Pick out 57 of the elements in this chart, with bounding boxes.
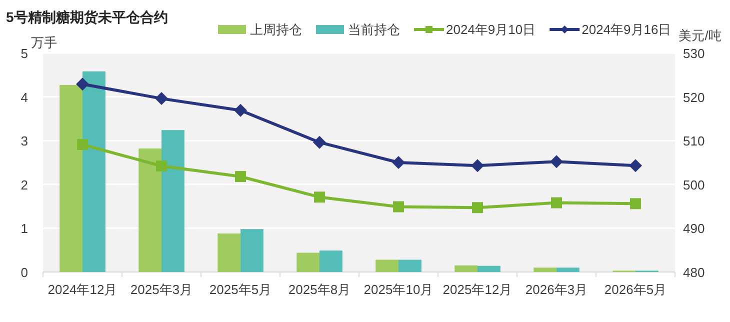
y-tick-label: 1 <box>20 221 28 236</box>
x-tick-label: 2025年10月 <box>364 282 434 297</box>
bar <box>478 266 500 272</box>
x-tick-label: 2026年3月 <box>525 282 588 297</box>
point <box>472 202 483 214</box>
bar <box>376 260 398 272</box>
y2-tick-label: 510 <box>683 134 705 149</box>
x-tick-label: 2024年12月 <box>48 282 118 297</box>
y2-tick-label: 520 <box>683 90 705 105</box>
bar <box>296 252 320 272</box>
legend-label: 上周持仓 <box>250 22 302 37</box>
point <box>77 139 88 150</box>
point <box>551 197 562 208</box>
point <box>155 92 168 106</box>
bar <box>138 148 162 272</box>
bar <box>556 268 580 272</box>
y2-tick-label: 480 <box>683 265 705 280</box>
x-tick-label: 2025年8月 <box>288 282 351 297</box>
point <box>235 171 246 182</box>
point <box>76 78 89 91</box>
point <box>630 198 641 210</box>
point <box>392 156 405 169</box>
legend-label: 当前持仓 <box>348 22 400 37</box>
y-tick-label: 3 <box>20 134 28 149</box>
legend-label: 2024年9月16日 <box>582 22 672 37</box>
y-tick-label: 5 <box>20 46 28 61</box>
point <box>550 155 563 168</box>
y-tick-label: 0 <box>20 265 28 280</box>
y2-axis-title: 美元/吨 <box>678 28 722 43</box>
bar <box>398 260 422 272</box>
x-tick-label: 2026年5月 <box>604 282 667 297</box>
bar <box>320 250 342 272</box>
y-tick-label: 2 <box>20 177 28 192</box>
point <box>234 104 247 117</box>
x-tick-label: 2025年12月 <box>442 282 512 297</box>
bar <box>162 130 184 272</box>
y2-tick-label: 490 <box>683 221 705 236</box>
chart-title: 5号精制糖期货未平仓合约 <box>6 9 168 25</box>
bar <box>60 84 82 272</box>
point <box>156 160 167 172</box>
legend-label: 2024年9月10日 <box>446 22 536 37</box>
bar <box>82 71 106 272</box>
bar <box>534 268 556 272</box>
point <box>629 159 642 172</box>
point <box>314 192 325 203</box>
bar <box>454 265 478 272</box>
point <box>393 201 404 212</box>
point <box>471 159 484 172</box>
x-tick-label: 2025年3月 <box>130 282 193 297</box>
bar <box>240 229 264 272</box>
bar <box>218 233 240 272</box>
point <box>313 136 326 149</box>
y2-tick-label: 500 <box>683 177 705 192</box>
y2-tick-label: 530 <box>683 46 705 61</box>
x-tick-label: 2025年5月 <box>209 282 272 297</box>
y-tick-label: 4 <box>20 90 28 105</box>
y-axis-title: 万手 <box>31 35 57 50</box>
